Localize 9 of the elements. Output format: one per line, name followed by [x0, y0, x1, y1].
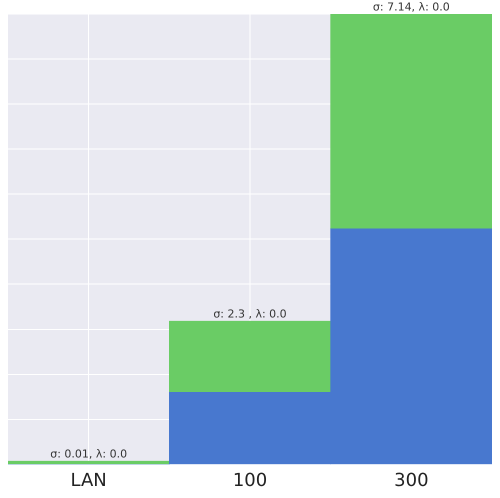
- total-label: σ: 2.3 , λ: 0.0: [213, 308, 287, 321]
- x-tick-label: 100: [232, 470, 268, 491]
- bar: [8, 460, 170, 464]
- bar: [169, 320, 331, 393]
- x-tick-label: 300: [394, 470, 429, 491]
- bar: [330, 14, 492, 230]
- x-tick-label: LAN: [70, 470, 107, 491]
- total-label: σ: 0.01, λ: 0.0: [50, 448, 128, 461]
- total-label: σ: 7.14, λ: 0.0: [372, 0, 450, 14]
